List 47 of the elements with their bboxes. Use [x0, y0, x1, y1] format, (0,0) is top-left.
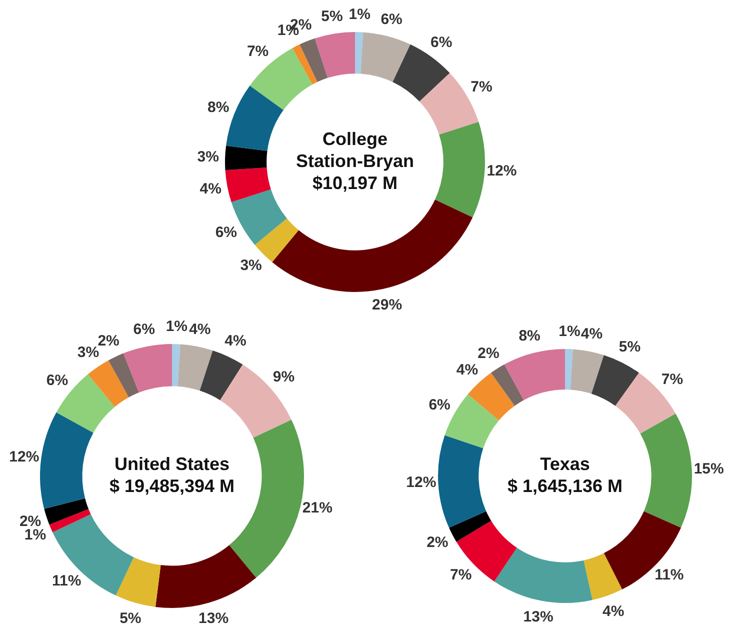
data-label: 12%	[9, 448, 40, 466]
data-label: 6%	[215, 224, 238, 241]
data-label: 6%	[428, 396, 450, 414]
data-label: 1%	[166, 318, 188, 336]
text: United States	[114, 454, 230, 474]
data-label: 6%	[133, 320, 155, 338]
data-label: 4%	[224, 332, 246, 350]
data-label: 8%	[207, 99, 230, 116]
data-label: 12%	[486, 162, 517, 180]
data-label: 2%	[478, 345, 500, 362]
data-label: 11%	[654, 566, 684, 584]
data-label: 5%	[618, 338, 641, 356]
data-label: 6%	[46, 372, 68, 390]
data-label: 29%	[372, 296, 402, 314]
data-label: 5%	[120, 610, 142, 628]
data-label: 6%	[380, 10, 402, 28]
data-label: 7%	[450, 566, 472, 584]
data-label: 21%	[302, 500, 332, 517]
data-label: 9%	[272, 368, 295, 386]
data-label: 4%	[456, 361, 478, 378]
text: $10,197 M	[312, 172, 398, 193]
text: Texas	[540, 454, 590, 474]
data-label: 12%	[406, 474, 436, 491]
data-label: 4%	[602, 602, 624, 620]
text: $ 1,645,136 M	[507, 476, 623, 496]
data-label: 13%	[523, 608, 554, 626]
data-label: 3%	[197, 148, 219, 166]
data-label: 15%	[694, 460, 724, 478]
text: $ 19,485,394 M	[109, 476, 235, 496]
data-label: 13%	[198, 610, 229, 628]
data-label: 7%	[661, 371, 684, 388]
data-label: 8%	[518, 328, 540, 345]
data-label: 7%	[246, 42, 269, 60]
data-label: 1%	[348, 6, 370, 24]
data-label: 3%	[240, 257, 262, 274]
data-label: 4%	[580, 326, 603, 343]
data-label: 4%	[189, 320, 211, 338]
data-label: 2%	[426, 534, 448, 551]
text: College Station-Bryan	[296, 128, 414, 171]
data-label: 6%	[430, 34, 452, 52]
data-label: 11%	[52, 572, 82, 590]
data-label: 5%	[321, 8, 343, 25]
data-label: 3%	[77, 344, 100, 361]
data-label: 4%	[200, 180, 222, 198]
data-label: 1%	[558, 323, 580, 340]
data-label: 7%	[470, 78, 492, 96]
data-label: 2%	[98, 332, 120, 350]
